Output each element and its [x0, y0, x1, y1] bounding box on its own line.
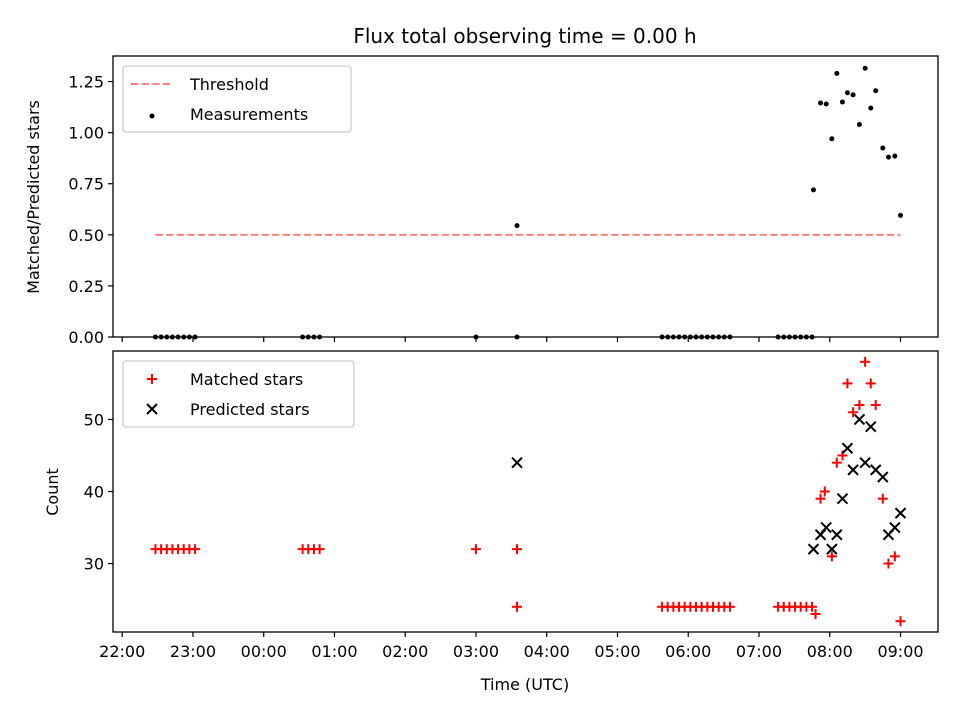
measurement-point [862, 65, 868, 71]
predicted-star-marker [831, 529, 843, 541]
matched-star-marker [842, 378, 853, 389]
ratio-y-tick-label: 0.00 [68, 328, 104, 347]
matched-star-marker [512, 601, 523, 612]
time-x-tick-label: 03:00 [453, 642, 499, 661]
count-y-tick-label: 30 [84, 555, 104, 574]
measurement-point [818, 100, 824, 106]
count-legend-box [122, 360, 355, 428]
matched-star-marker [870, 400, 881, 411]
ratio-legend-box [122, 65, 352, 133]
ratio-y-axis-label: Matched/Predicted stars [24, 100, 43, 294]
measurement-point [868, 105, 874, 111]
predicted-legend-swatch [146, 403, 158, 415]
measurement-point [810, 187, 816, 193]
predicted-star-marker [511, 456, 523, 469]
predicted-star-marker [836, 492, 849, 505]
matched-legend-swatch [147, 374, 157, 384]
predicted-star-marker [853, 413, 866, 426]
time-x-tick-label: 01:00 [311, 642, 357, 661]
predicted-star-marker [820, 521, 832, 534]
matched-star-marker [807, 601, 818, 612]
ratio-axes-frame [112, 55, 939, 338]
measurement-point [829, 136, 835, 142]
measurement-point [880, 145, 886, 151]
measurement-point [844, 90, 850, 96]
time-x-tick-label: 22:00 [99, 642, 145, 661]
predicted-star-marker [894, 507, 907, 519]
predicted-star-marker [814, 529, 827, 541]
ratio-y-tick-label: 1.00 [68, 124, 104, 143]
matched-star-marker [724, 601, 735, 612]
predicted-star-marker [889, 521, 901, 534]
matched-star-marker [854, 400, 865, 411]
measurement-point [850, 92, 856, 98]
matched-star-marker [831, 457, 842, 468]
time-x-tick-label: 04:00 [524, 642, 570, 661]
count-y-tick-label: 40 [84, 483, 104, 502]
ratio-y-tick-label: 0.50 [68, 226, 104, 245]
count-x-axis: 22:00 23:00 00:00 01:00 02:00 03:00 04:00 05:00… [99, 632, 924, 661]
measurement-point [856, 121, 862, 127]
ratio-x-ticks [121, 337, 902, 342]
matched-star-marker [190, 544, 201, 555]
ratio-y-axis: 0.00 0.25 0.50 0.75 1.00 1.25 [68, 73, 113, 347]
predicted-star-marker [877, 471, 889, 483]
threshold-legend-label: Threshold [189, 75, 269, 94]
matched-star-marker [895, 616, 906, 627]
time-x-tick-label: 08:00 [807, 642, 853, 661]
matched-star-marker [819, 486, 830, 497]
predicted-star-marker [841, 442, 854, 454]
matched-star-marker [512, 544, 523, 555]
measurement-point [834, 70, 840, 76]
predicted-star-marker [826, 543, 838, 555]
matched-star-marker [877, 493, 888, 504]
time-x-tick-label: 23:00 [170, 642, 216, 661]
predicted-star-marker [807, 543, 820, 555]
ratio-panel: 0.00 0.25 0.50 0.75 1.00 1.25 Matched/Predict… [24, 55, 939, 347]
ratio-y-tick-label: 1.25 [68, 73, 104, 92]
measurement-point [839, 99, 845, 105]
count-legend: Matched stars Predicted stars [122, 360, 355, 428]
time-axis-label: Time (UTC) [480, 675, 569, 694]
matched-star-marker [470, 544, 481, 555]
time-x-tick-label: 00:00 [241, 642, 287, 661]
measurement-point [873, 88, 879, 94]
ratio-y-tick-label: 0.75 [68, 175, 104, 194]
ratio-y-tick-label: 0.25 [68, 277, 104, 296]
measurement-point [823, 101, 829, 107]
measurement-point [514, 223, 520, 229]
matched-star-marker [883, 558, 894, 569]
matched-star-marker [314, 544, 325, 555]
predicted-star-marker [847, 464, 859, 476]
time-x-tick-label: 09:00 [877, 642, 923, 661]
predicted-star-marker [859, 456, 871, 469]
matched-legend-label: Matched stars [190, 370, 303, 389]
measurement-point [898, 212, 903, 218]
ratio-legend: Threshold Measurements [122, 65, 352, 133]
matched-star-marker [826, 551, 837, 562]
matched-star-marker [865, 378, 876, 389]
matched-star-marker [848, 407, 859, 418]
measurements-legend-label: Measurements [190, 105, 308, 124]
predicted-legend-label: Predicted stars [190, 400, 310, 419]
predicted-star-marker [865, 420, 877, 433]
count-y-axis: 30 40 50 [84, 410, 113, 574]
matched-star-marker [889, 551, 900, 562]
count-panel: 30 40 50 22:00 23:00 00:00 01:00 02:00 03:00 04:… [43, 350, 939, 694]
count-y-tick-label: 50 [84, 410, 104, 429]
matched-star-marker [860, 356, 871, 367]
measurement-point [892, 153, 898, 159]
time-x-tick-label: 02:00 [382, 642, 428, 661]
time-x-tick-label: 06:00 [665, 642, 711, 661]
measurements-legend-swatch [149, 113, 155, 119]
measurement-point [885, 154, 891, 160]
time-x-tick-label: 07:00 [736, 642, 782, 661]
time-x-tick-label: 05:00 [594, 642, 640, 661]
count-y-axis-label: Count [43, 468, 62, 516]
matched-star-marker [815, 493, 826, 504]
matched-star-marker [810, 608, 821, 619]
figure-title: Flux total observing time = 0.00 h [353, 24, 696, 48]
count-plot-area [150, 356, 907, 627]
